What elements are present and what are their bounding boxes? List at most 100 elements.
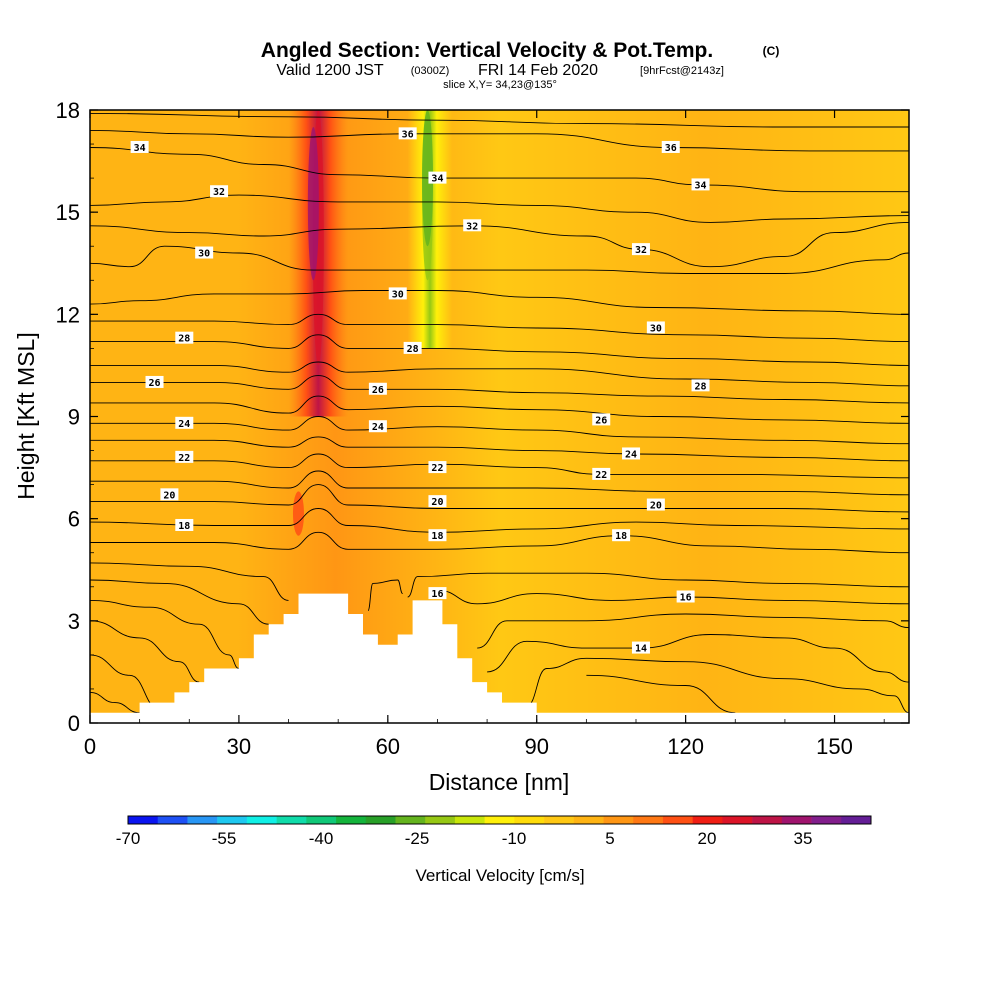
svg-text:20: 20 [163, 490, 175, 501]
contour-label-24: 24 [368, 420, 387, 433]
contour-label-18: 18 [175, 518, 194, 532]
contour-label-34: 34 [130, 140, 149, 154]
svg-text:30: 30 [392, 289, 404, 300]
colorbar-swatch [662, 816, 693, 824]
svg-text:32: 32 [466, 221, 478, 232]
svg-text:36: 36 [665, 143, 677, 154]
colorbar-swatch [752, 816, 783, 824]
colorbar-swatch [841, 816, 872, 824]
isentrope-31 [90, 245, 909, 274]
contour-label-26: 26 [592, 413, 611, 426]
plot-area: 34 32 30 28 26 24 22 20 18 36 34 32 30 28 26 24 22 20 18 16… [90, 110, 909, 723]
svg-text:24: 24 [372, 422, 384, 433]
contour-label-20: 20 [428, 495, 447, 508]
isentrope-13b [90, 654, 160, 710]
chart-title-unit: (C) [763, 44, 780, 58]
svg-text:32: 32 [635, 245, 647, 256]
x-tick-label: 90 [524, 734, 548, 759]
isentrope-14 [90, 620, 200, 683]
contour-label-36: 36 [398, 127, 417, 140]
svg-text:26: 26 [372, 385, 384, 396]
colorbar-swatch [425, 816, 456, 824]
colorbar-swatch [811, 816, 842, 824]
svg-text:18: 18 [431, 531, 443, 542]
svg-text:34: 34 [134, 143, 146, 154]
colorbar-tick-label: -25 [405, 829, 430, 848]
svg-text:28: 28 [407, 344, 419, 355]
contour-label-32: 32 [210, 185, 229, 198]
contour-label-18: 18 [428, 529, 447, 542]
svg-text:24: 24 [625, 449, 637, 460]
contour-label-16: 16 [676, 590, 695, 603]
svg-text:30: 30 [198, 249, 210, 260]
contour-label-22: 22 [428, 461, 447, 474]
x-tick-label: 0 [84, 734, 96, 759]
contour-label-30: 30 [195, 246, 214, 260]
y-tick-label: 12 [56, 302, 80, 327]
contour-label-28: 28 [175, 331, 194, 345]
contour-label-16: 16 [428, 587, 447, 600]
colorbar-tick-label: -10 [502, 829, 527, 848]
contour-label-22: 22 [592, 467, 611, 481]
vertical-velocity-field [90, 110, 909, 723]
colorbar-swatch [484, 816, 515, 824]
colorbar-label: Vertical Velocity [cm/s] [415, 866, 584, 885]
slice-label: slice X,Y= 34,23@135° [443, 79, 557, 91]
contour-label-28: 28 [691, 379, 710, 392]
vertical-velocity-features [288, 110, 453, 536]
isentrope-35 [90, 129, 909, 152]
contour-label-32: 32 [631, 243, 650, 256]
colorbar-tick-label: 20 [698, 829, 717, 848]
y-tick-label: 18 [56, 98, 80, 123]
colorbar-swatch [395, 816, 426, 824]
isentrope-21 [90, 470, 909, 496]
x-tick-label: 150 [816, 734, 853, 759]
isentrope-17c [367, 579, 403, 612]
x-tick-label: 60 [376, 734, 400, 759]
svg-text:18: 18 [178, 521, 190, 532]
isentrope-14b [487, 634, 909, 683]
y-axis-label: Height [Kft MSL] [13, 332, 39, 499]
colorbar-swatch [128, 816, 159, 824]
x-axis: 0 30 60 90 120 150 [84, 110, 885, 759]
contour-label-30: 30 [646, 321, 665, 334]
contour-label-34: 34 [691, 178, 710, 191]
colorbar-swatch [187, 816, 218, 824]
x-axis-label: Distance [nm] [429, 769, 570, 795]
contour-label-26: 26 [145, 375, 164, 389]
contour-label-28: 28 [403, 341, 422, 355]
isentrope-25 [90, 395, 909, 424]
svg-text:34: 34 [695, 180, 707, 191]
colorbar-swatch [692, 816, 723, 824]
contour-label-14: 14 [631, 641, 650, 655]
x-tick-label: 30 [227, 734, 251, 759]
y-tick-label: 0 [68, 711, 80, 736]
colorbar-tick-label: -55 [212, 829, 237, 848]
isentrope-13c [526, 657, 909, 714]
svg-text:20: 20 [650, 501, 662, 512]
svg-text:26: 26 [149, 378, 161, 389]
y-tick-label: 6 [68, 507, 80, 532]
svg-text:22: 22 [431, 463, 443, 474]
colorbar [127, 815, 872, 825]
colorbar-tick-label: -40 [309, 829, 334, 848]
contour-label-20: 20 [646, 498, 665, 512]
colorbar-tick-label: 5 [605, 829, 614, 848]
svg-text:22: 22 [595, 470, 607, 481]
contour-label-26: 26 [368, 382, 387, 396]
chart-subtitle-utc: (0300Z) [411, 65, 450, 77]
contour-label-36: 36 [661, 140, 680, 154]
svg-text:24: 24 [178, 419, 190, 430]
chart-subtitle-date: FRI 14 Feb 2020 [478, 62, 598, 79]
colorbar-swatch [544, 816, 575, 824]
svg-text:18: 18 [615, 531, 627, 542]
chart-title: Angled Section: Vertical Velocity & Pot.… [261, 39, 713, 62]
isentrope-30 [90, 290, 909, 315]
colorbar-swatch [246, 816, 277, 824]
x-tick-label: 120 [667, 734, 704, 759]
svg-text:32: 32 [213, 187, 225, 198]
colorbar-swatch [603, 816, 634, 824]
isentrope-17b [407, 572, 909, 598]
